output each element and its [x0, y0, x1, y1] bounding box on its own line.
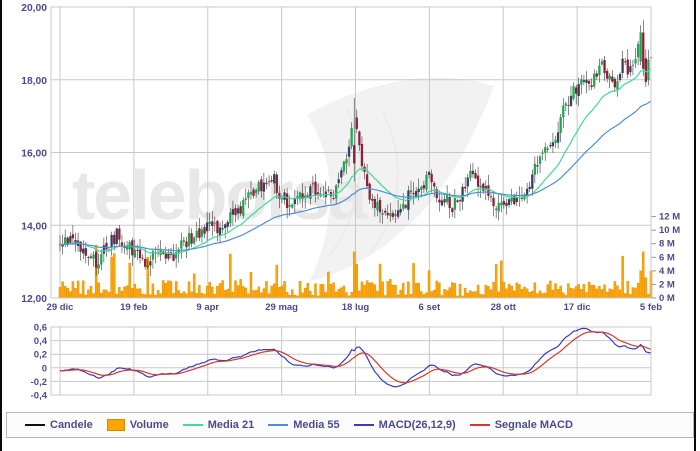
svg-text:0,2: 0,2	[34, 350, 47, 361]
svg-text:-0,4: -0,4	[31, 391, 48, 402]
svg-text:0,4: 0,4	[34, 336, 48, 347]
svg-text:-0,2: -0,2	[31, 377, 47, 388]
svg-text:0,6: 0,6	[34, 323, 47, 334]
svg-text:0: 0	[42, 363, 47, 374]
